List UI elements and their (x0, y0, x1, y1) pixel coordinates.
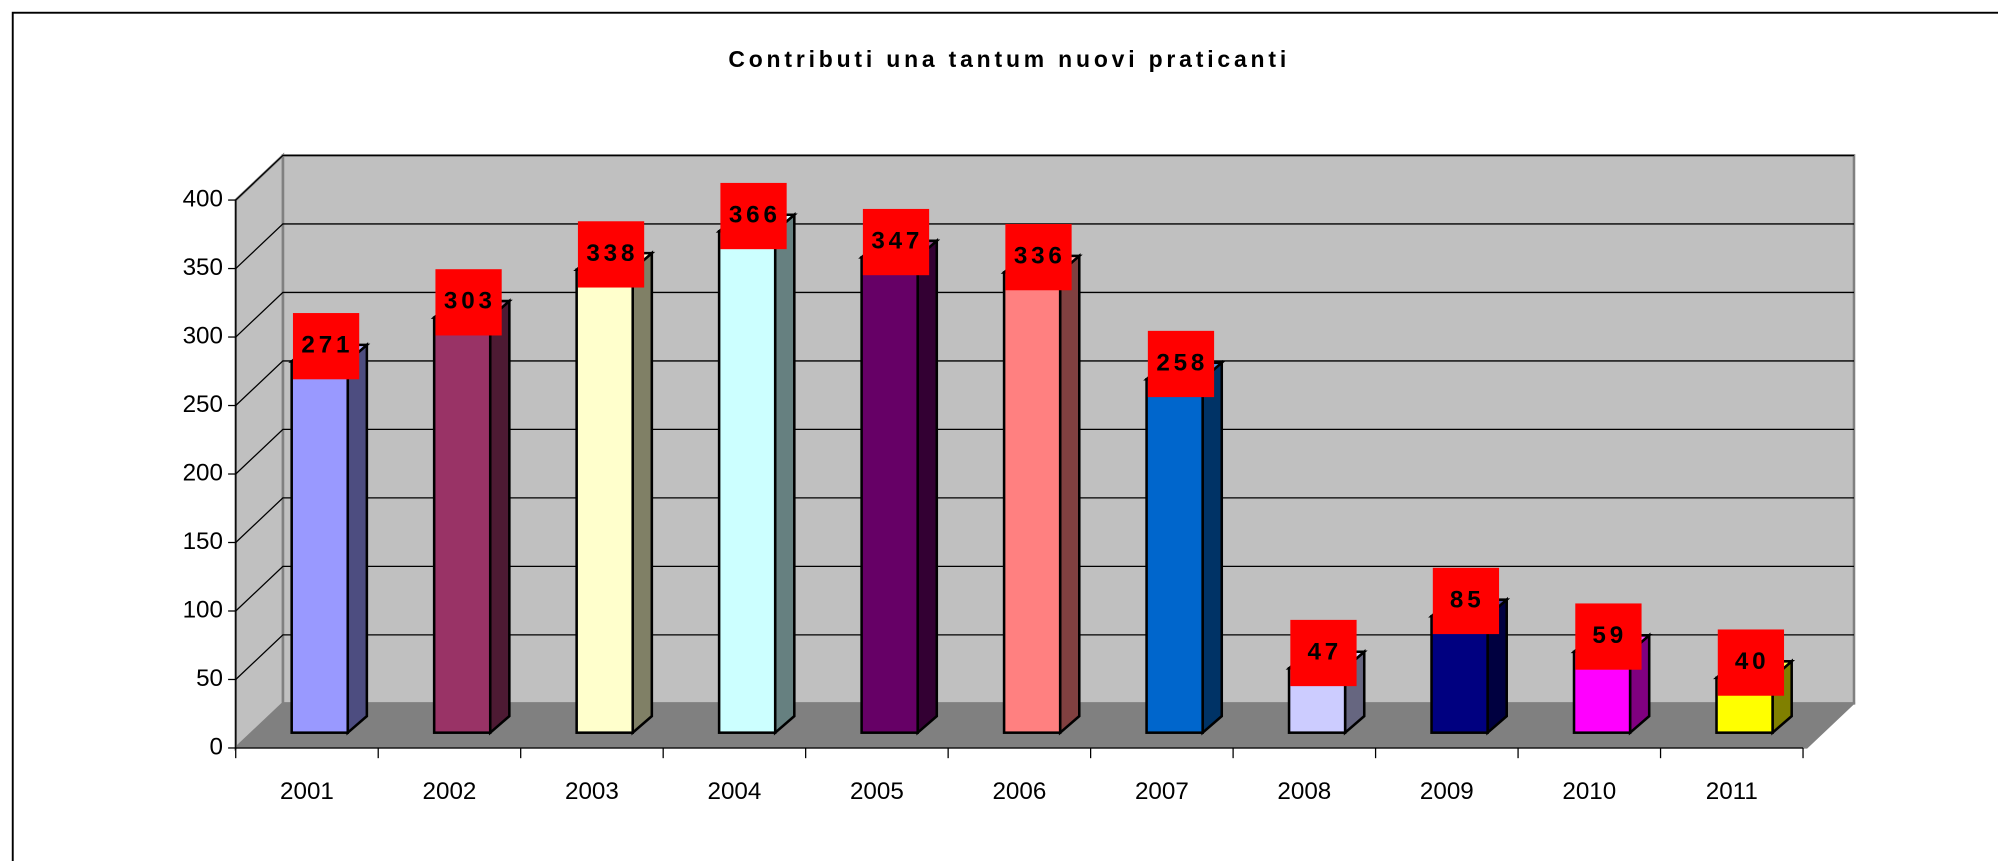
x-tick-label: 2001 (280, 778, 334, 805)
bar-side (773, 211, 796, 736)
y-tick-label: 350 (183, 254, 223, 281)
y-tick-label: 400 (183, 185, 223, 212)
data-label: 347 (871, 227, 923, 254)
bar (432, 316, 492, 734)
data-label-box (1290, 619, 1357, 687)
data-label-box (292, 313, 360, 380)
x-tick-label: 2003 (565, 778, 619, 805)
bar (860, 256, 919, 734)
data-label-box (1432, 567, 1500, 635)
frame (11, 11, 1998, 861)
y-tick-label: 300 (183, 322, 223, 349)
data-label: 366 (729, 201, 781, 228)
y-tick-label: 250 (183, 391, 223, 418)
grid-line (235, 154, 1855, 201)
data-label: 59 (1592, 622, 1627, 649)
grid-line (235, 428, 1855, 475)
grid-line (235, 223, 1855, 270)
x-tick-label: 2002 (423, 778, 477, 805)
data-label: 271 (301, 332, 353, 359)
grid-line (235, 497, 1855, 543)
grid-line (235, 291, 1855, 338)
data-label-box (720, 182, 787, 250)
data-label-box (435, 269, 502, 336)
data-label: 258 (1156, 349, 1208, 376)
y-tick-label: 150 (183, 528, 223, 555)
data-label: 47 (1307, 638, 1342, 665)
bar-side (346, 342, 369, 736)
bar (575, 268, 634, 734)
chart-area: Contributi una tantum nuovi praticanti 0… (11, 11, 1998, 861)
bar-side (916, 238, 939, 736)
bar (1430, 614, 1489, 734)
data-label: 40 (1735, 648, 1770, 675)
bar (1002, 271, 1062, 734)
data-label-box (1005, 224, 1072, 291)
y-tick-label: 200 (183, 459, 223, 486)
y-tick-label: 0 (210, 733, 223, 760)
data-label-box (1717, 629, 1785, 696)
data-label-box (1575, 603, 1642, 670)
bar-side (488, 298, 511, 736)
bar-side (631, 250, 654, 736)
bar (290, 360, 350, 734)
y-tick-label: 100 (183, 596, 223, 623)
bar-side (1201, 359, 1224, 736)
data-label: 85 (1450, 586, 1485, 613)
bar-side (1058, 253, 1081, 736)
data-label-box (862, 208, 930, 276)
data-label: 336 (1014, 243, 1066, 270)
x-tick-label: 2009 (1420, 778, 1474, 805)
bar (717, 230, 777, 734)
x-tick-label: 2007 (1135, 778, 1189, 805)
data-label: 303 (444, 288, 496, 315)
x-tick-label: 2004 (707, 778, 761, 805)
x-tick-label: 2008 (1277, 778, 1331, 805)
grid-line (235, 565, 1855, 612)
x-tick-label: 2011 (1706, 778, 1758, 805)
x-tick-label: 2010 (1562, 778, 1616, 805)
x-tick-label: 2006 (992, 778, 1046, 805)
grid-line (235, 360, 1855, 406)
x-tick-label: 2005 (850, 778, 904, 805)
data-label-box (1147, 330, 1215, 398)
chart-title: Contributi una tantum nuovi praticanti (728, 46, 1290, 72)
data-label: 338 (586, 240, 638, 267)
bar (1145, 378, 1204, 734)
y-tick-label: 50 (196, 665, 223, 692)
data-label-box (577, 221, 645, 288)
